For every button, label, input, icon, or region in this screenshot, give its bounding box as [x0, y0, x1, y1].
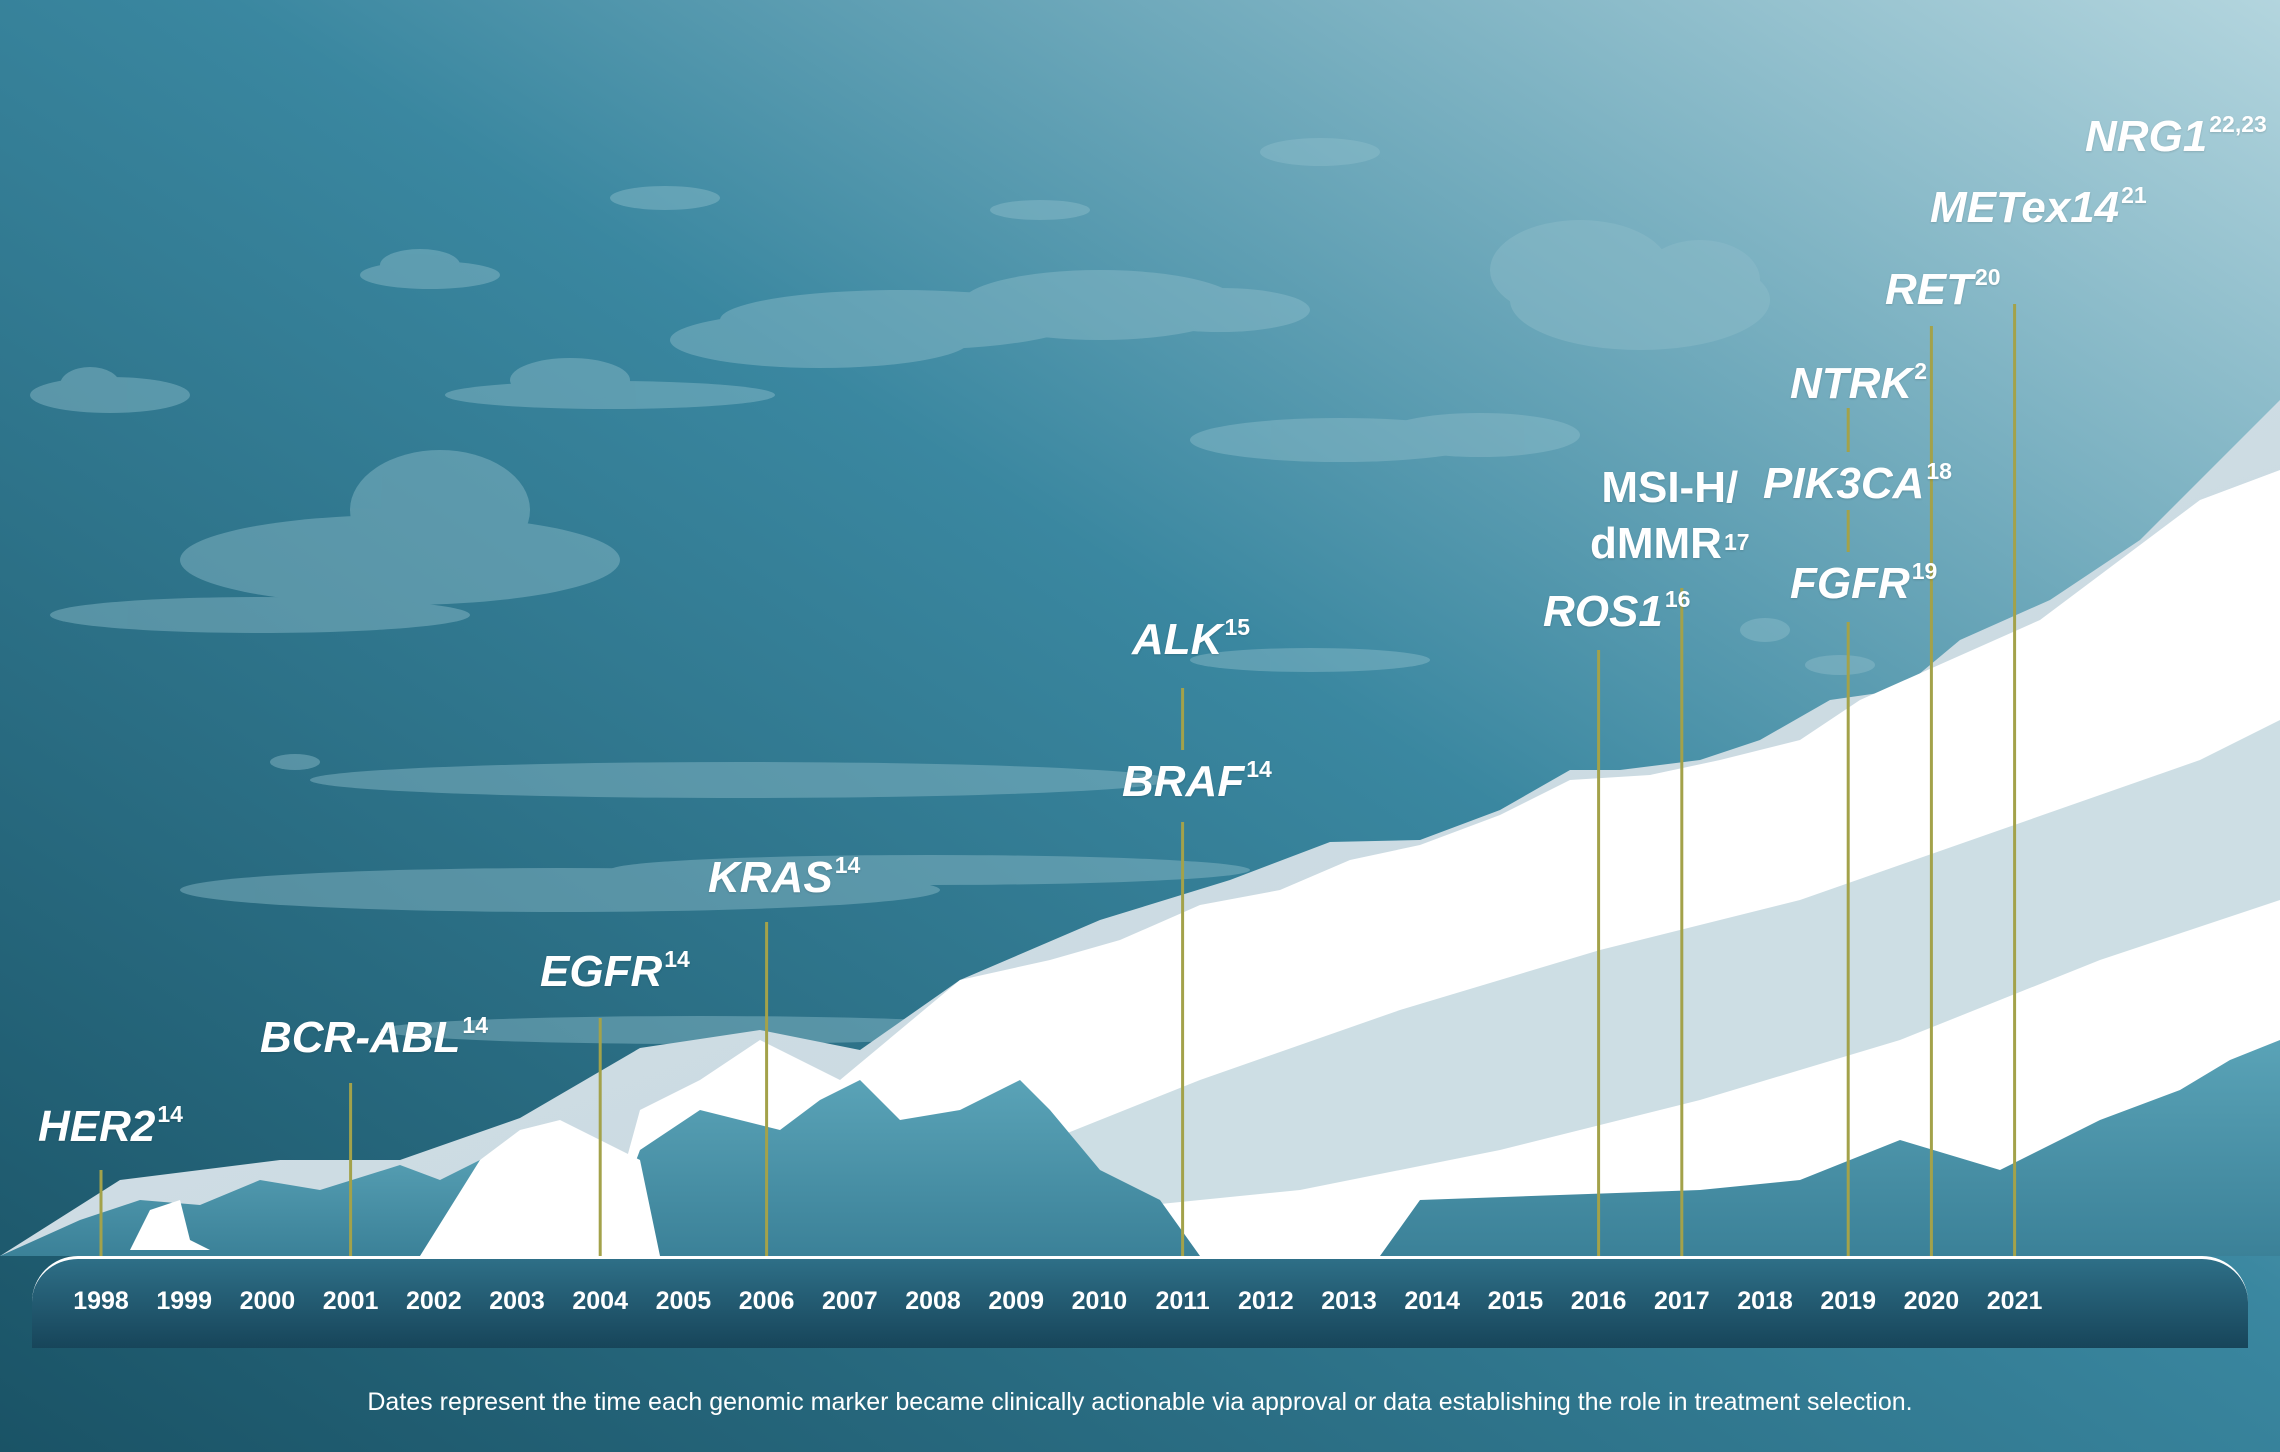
year-label-2003: 2003	[489, 1287, 545, 1315]
year-label-2020: 2020	[1903, 1287, 1960, 1315]
marker-name: RET	[1885, 265, 1973, 314]
year-label-2013: 2013	[1321, 1287, 1377, 1315]
year-label-2012: 2012	[1237, 1287, 1294, 1315]
year-label-1998: 1998	[73, 1287, 129, 1315]
marker-name: NRG1	[2085, 112, 2208, 161]
marker-name: BRAF	[1122, 757, 1245, 806]
marker-label-her2: HER214	[38, 1102, 183, 1151]
year-label-2011: 2011	[1155, 1287, 1210, 1315]
marker-name: KRAS	[708, 853, 833, 902]
year-label-2015: 2015	[1487, 1287, 1544, 1315]
timeline-bar	[32, 1256, 2248, 1348]
year-label-2009: 2009	[988, 1287, 1044, 1315]
reference-number: 16	[1664, 586, 1691, 612]
reference-number: 2	[1914, 358, 1927, 384]
marker-name: METex14	[1930, 183, 2120, 232]
year-label-2010: 2010	[1071, 1287, 1128, 1315]
year-label-2014: 2014	[1404, 1287, 1460, 1315]
mountains	[0, 400, 2280, 1256]
reference-number: 14	[157, 1101, 183, 1127]
marker-name: FGFR	[1790, 559, 1910, 608]
year-label-2006: 2006	[738, 1287, 795, 1315]
year-label-2021: 2021	[1986, 1287, 2043, 1315]
marker-name: PIK3CA	[1763, 459, 1925, 508]
marker-name: HER2	[38, 1102, 156, 1151]
year-label-2005: 2005	[655, 1287, 712, 1315]
year-label-2017: 2017	[1653, 1287, 1710, 1315]
reference-number: 17	[1723, 529, 1750, 555]
marker-name: ALK	[1132, 615, 1223, 664]
marker-label-kras: KRAS14	[708, 853, 860, 902]
year-label-2007: 2007	[821, 1287, 878, 1315]
reference-number: 22,23	[2209, 111, 2267, 137]
year-label-2019: 2019	[1820, 1287, 1876, 1315]
caption: Dates represent the time each genomic ma…	[367, 1388, 1913, 1416]
reference-number: 14	[834, 852, 861, 878]
year-label-2004: 2004	[572, 1287, 628, 1315]
reference-number: 14	[462, 1012, 488, 1038]
year-label-1999: 1999	[156, 1287, 212, 1315]
marker-label-egfr: EGFR14	[540, 947, 690, 996]
marker-label-ntrk: NTRK2	[1790, 359, 1927, 408]
marker-name: ROS1	[1543, 587, 1663, 636]
reference-number: 19	[1911, 558, 1938, 584]
year-label-2002: 2002	[405, 1287, 462, 1315]
marker-name: BCR-ABL	[260, 1013, 461, 1062]
marker-name: EGFR	[540, 947, 663, 996]
marker-label-alk: ALK15	[1132, 615, 1250, 664]
year-label-2001: 2001	[322, 1287, 379, 1315]
marker-label-braf: BRAF14	[1122, 757, 1272, 806]
reference-number: 18	[1926, 458, 1952, 484]
marker-label-ret: RET20	[1885, 265, 2001, 314]
year-label-2000: 2000	[239, 1287, 296, 1315]
marker-label-ros1: ROS116	[1543, 587, 1690, 636]
marker-name: NTRK	[1790, 359, 1913, 408]
marker-label-metex14: METex1421	[1930, 183, 2147, 232]
clouds	[30, 138, 1875, 1044]
marker-label-msi-h: MSI-H/dMMR17	[1590, 460, 1750, 572]
year-label-2016: 2016	[1570, 1287, 1627, 1315]
reference-number: 21	[2121, 182, 2147, 208]
reference-number: 14	[664, 946, 690, 972]
marker-label-nrg1: NRG122,23	[2085, 112, 2267, 161]
reference-number: 20	[1975, 264, 2001, 290]
marker-label-pik3ca: PIK3CA18	[1763, 459, 1952, 508]
marker-label-fgfr: FGFR19	[1790, 559, 1937, 608]
marker-label-bcr-abl: BCR-ABL14	[260, 1013, 488, 1062]
reference-number: 14	[1246, 756, 1272, 782]
year-label-2018: 2018	[1737, 1287, 1793, 1315]
year-label-2008: 2008	[905, 1287, 961, 1315]
reference-number: 15	[1224, 614, 1251, 640]
marker-name: MSI-H/dMMR	[1590, 463, 1739, 568]
